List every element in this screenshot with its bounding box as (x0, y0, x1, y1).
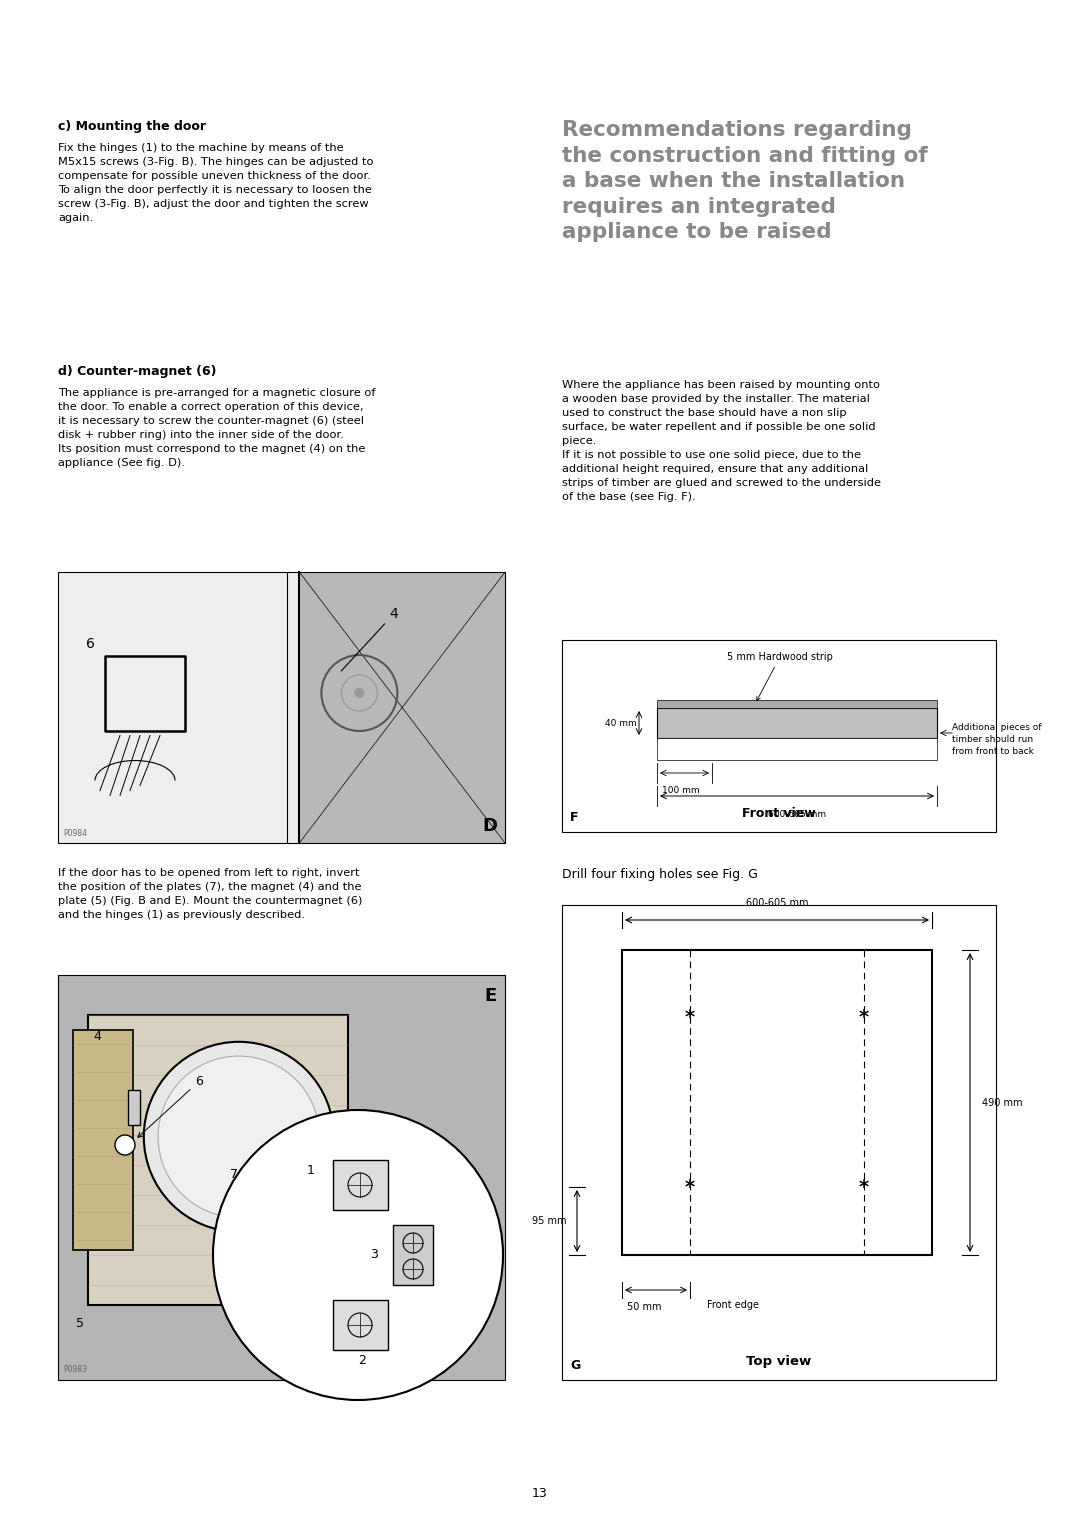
Circle shape (114, 1135, 135, 1154)
Text: Front edge: Front edge (707, 1299, 759, 1310)
Text: P0984: P0984 (63, 829, 87, 838)
Text: *: * (859, 1008, 869, 1028)
Bar (58, 573, 299, 843)
Text: Top view: Top view (746, 1354, 812, 1368)
Bar (333, 1161, 388, 1209)
Text: 6: 6 (85, 637, 94, 651)
Text: 40 mm: 40 mm (605, 719, 637, 727)
Text: c) Mounting the door: c) Mounting the door (58, 121, 206, 133)
Text: P0983: P0983 (63, 1365, 87, 1374)
Bar (333, 1299, 388, 1350)
Text: 95 mm: 95 mm (532, 1215, 567, 1226)
Text: Front view: Front view (742, 806, 815, 820)
Text: 4: 4 (341, 608, 399, 670)
Text: E: E (485, 986, 497, 1005)
Text: 600-605 mm: 600-605 mm (768, 809, 826, 818)
Text: 600-605 mm: 600-605 mm (746, 898, 808, 909)
Text: Where the appliance has been raised by mounting onto
a wooden base provided by t: Where the appliance has been raised by m… (562, 380, 881, 502)
Text: 7: 7 (230, 1168, 238, 1182)
Text: 4: 4 (93, 1031, 100, 1043)
Bar (657, 738, 937, 760)
Text: *: * (685, 1008, 696, 1028)
Text: 490 mm: 490 mm (982, 1098, 1023, 1107)
Circle shape (158, 1057, 320, 1217)
Text: Additional pieces of
timber should run
from front to back: Additional pieces of timber should run f… (951, 722, 1041, 756)
Text: 2: 2 (359, 1353, 366, 1367)
Text: The appliance is pre-arranged for a magnetic closure of
the door. To enable a co: The appliance is pre-arranged for a magn… (58, 388, 376, 467)
Bar (129, 1090, 140, 1125)
Bar (299, 573, 505, 843)
Circle shape (354, 689, 364, 698)
Text: *: * (685, 1177, 696, 1197)
Text: *: * (859, 1177, 869, 1197)
Text: 1: 1 (307, 1164, 315, 1176)
Bar (562, 640, 996, 832)
Text: F: F (570, 811, 579, 825)
Text: Fix the hinges (1) to the machine by means of the
M5x15 screws (3-Fig. B). The h: Fix the hinges (1) to the machine by mea… (58, 144, 374, 223)
Bar (105, 655, 185, 730)
Text: 100 mm: 100 mm (662, 786, 700, 796)
Text: Recommendations regarding
the construction and fitting of
a base when the instal: Recommendations regarding the constructi… (562, 121, 928, 243)
Text: 3: 3 (370, 1249, 378, 1261)
Bar (657, 709, 937, 738)
Text: 5: 5 (76, 1316, 84, 1330)
Bar (393, 1225, 433, 1286)
Bar (58, 976, 505, 1380)
Bar (657, 699, 937, 709)
Text: D: D (482, 817, 497, 835)
Circle shape (144, 1041, 334, 1232)
Bar (73, 1031, 133, 1251)
Text: 5 mm Hardwood strip: 5 mm Hardwood strip (727, 652, 833, 701)
Bar (58, 573, 505, 843)
Circle shape (213, 1110, 503, 1400)
Bar (562, 906, 996, 1380)
Text: If the door has to be opened from left to right, invert
the position of the plat: If the door has to be opened from left t… (58, 867, 363, 919)
Bar (87, 1015, 348, 1306)
Text: G: G (570, 1359, 580, 1371)
Text: 13: 13 (532, 1487, 548, 1500)
Bar (622, 950, 932, 1255)
Text: 6: 6 (138, 1075, 203, 1138)
Text: Drill four fixing holes see Fig. G: Drill four fixing holes see Fig. G (562, 867, 758, 881)
Bar (58, 976, 505, 1380)
Text: 50 mm: 50 mm (627, 1303, 661, 1312)
Text: d) Counter-magnet (6): d) Counter-magnet (6) (58, 365, 216, 379)
